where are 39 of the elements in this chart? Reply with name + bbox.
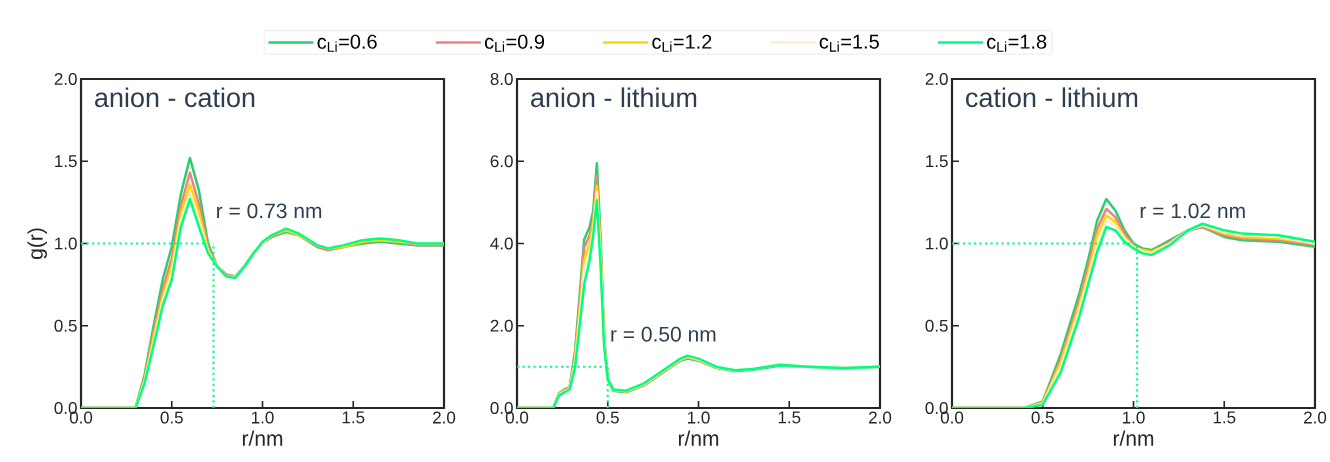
legend-label: c$_{Li}$=1.8 [987,34,1047,52]
y-tick-label: 2.0 [925,72,948,86]
legend-label: c$_{Li}$=0.6 [317,34,377,52]
x-tick-label: 1.0 [687,411,710,424]
y-tick-label: 4.0 [490,237,513,250]
y-tick-label: 2.0 [490,319,513,332]
x-axis-title: r/nm [1113,430,1154,446]
x-tick-label: 0.5 [1031,411,1054,424]
x-axis-title: r/nm [678,430,719,446]
y-tick-label: 1.0 [55,237,77,250]
chart-title: anion - lithium [531,87,697,108]
annotation: r = 0.50 nm [611,326,716,342]
x-tick-label: 1.5 [1213,411,1236,424]
x-tick-label: 1.0 [1122,411,1145,424]
x-tick-label: 2.0 [869,411,892,424]
x-tick-label: 2.0 [1304,411,1327,424]
y-tick-label: 2.0 [54,72,77,86]
annotation: r = 0.73 nm [217,203,322,219]
x-tick-label: 2.0 [433,411,456,424]
x-tick-label: 1.0 [252,411,274,424]
chart-title: cation - lithium [966,87,1138,108]
y-axis-title: g(r) [27,228,47,259]
annotation: r = 1.02 nm [1140,203,1245,219]
y-tick-label: 0.5 [54,319,77,332]
y-tick-label: 1.5 [926,155,948,168]
legend-label: c$_{Li}$=1.2 [652,34,712,52]
y-tick-label: 1.5 [55,155,77,168]
x-axis-title: r/nm [242,430,283,446]
x-tick-label: 1.5 [342,411,365,424]
legend-label: c$_{Li}$=0.9 [484,34,545,52]
y-tick-label: 8.0 [490,72,513,86]
chart-title: anion - cation [95,87,255,108]
legend-label: c$_{Li}$=1.5 [819,34,879,52]
y-tick-label: 6.0 [490,155,513,168]
y-tick-label: 0.5 [925,319,948,332]
y-tick-label: 1.0 [926,237,948,250]
x-tick-label: 0.5 [160,411,183,424]
x-tick-label: 0.5 [596,411,619,424]
x-tick-label: 1.5 [778,411,801,424]
